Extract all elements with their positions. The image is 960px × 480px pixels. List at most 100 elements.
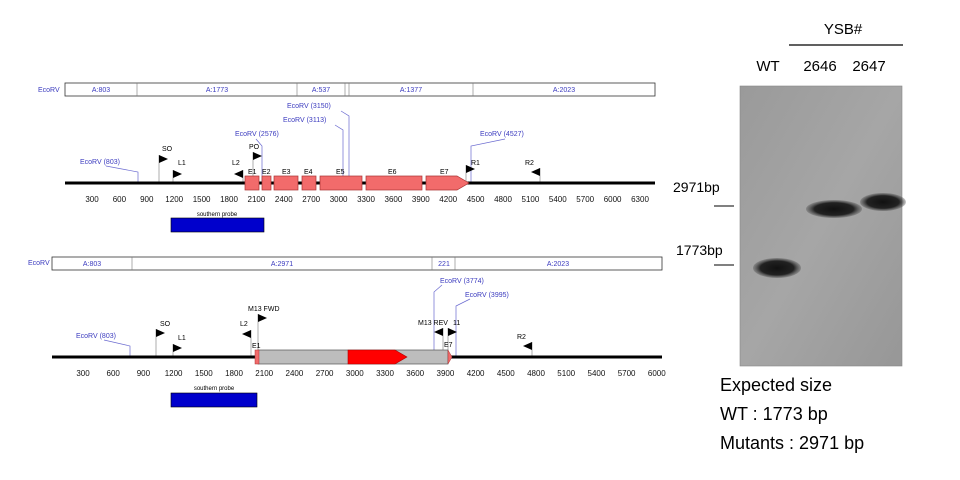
map1-site-label: EcoRV (3150) — [287, 103, 331, 110]
map2-site-label: EcoRV (3995) — [465, 292, 509, 299]
map2-site-label: EcoRV (803) — [76, 333, 116, 340]
map1-tick-label: 900 — [140, 195, 154, 204]
map1-tick-label: 3300 — [357, 195, 375, 204]
map2-tick-label: 4500 — [497, 369, 515, 378]
map1-fragment-bar — [64, 82, 656, 97]
map1-tick-label: 1500 — [193, 195, 211, 204]
map1-exon-box — [365, 175, 423, 191]
map2-probe-label: southern probe — [194, 386, 235, 392]
map2-exon-label: E7 — [444, 342, 453, 349]
map1-tick-label: 6300 — [631, 195, 649, 204]
map1-segment: A:1377 — [400, 87, 422, 94]
map2-tick-label: 3300 — [376, 369, 394, 378]
map1-segment: A:803 — [92, 87, 110, 94]
map2-primer-label: R2 — [517, 334, 526, 341]
map1-segment: A:2023 — [553, 87, 575, 94]
expected-mutant: Mutants : 2971 bp — [720, 433, 864, 453]
map1-site-label: EcoRV (2576) — [235, 131, 279, 138]
map2-tick-label: 5100 — [557, 369, 575, 378]
map1-tick-label: 3900 — [412, 195, 430, 204]
map2-primer-label: L1 — [178, 335, 186, 342]
map1-enzyme-label: EcoRV — [38, 87, 60, 94]
map2-tick-label: 6000 — [648, 369, 666, 378]
gel-lane-label: WT — [756, 58, 779, 75]
map2-primer-label: M13 REV — [418, 320, 448, 327]
map1-tick-label: 5400 — [549, 195, 567, 204]
map1-probe-label: southern probe — [197, 212, 238, 218]
map1-probe-bar — [170, 217, 265, 233]
map2-segment: A:803 — [83, 261, 101, 268]
map2-tick-label: 4800 — [527, 369, 545, 378]
map1-exon-box — [273, 175, 299, 191]
map1-segment: A:537 — [312, 87, 330, 94]
map2-segment: A:2023 — [547, 261, 569, 268]
map1-exon-label: E2 — [262, 169, 271, 176]
map1-tick-label: 5100 — [522, 195, 540, 204]
map2-tick-label: 600 — [107, 369, 121, 378]
map2-site-label: EcoRV (3774) — [440, 278, 484, 285]
map2-exon-arrow — [447, 349, 453, 365]
map2-segment: A:2971 — [271, 261, 293, 268]
map2-tick-label: 300 — [76, 369, 90, 378]
map1-primer-label: L2 — [232, 160, 240, 167]
map2-fragment-bar — [51, 256, 663, 271]
map1-site-label: EcoRV (4527) — [480, 131, 524, 138]
map1-tick-label: 2100 — [248, 195, 266, 204]
map1-exon-label: E6 — [388, 169, 397, 176]
expected-title: Expected size — [720, 375, 832, 395]
gel-band-2646 — [806, 200, 862, 218]
gel-size-marker: 1773bp — [676, 242, 723, 258]
map2-tick-label: 900 — [137, 369, 151, 378]
map1-tick-label: 3000 — [330, 195, 348, 204]
map2-tick-label: 1200 — [165, 369, 183, 378]
map1-tick-label: 2400 — [275, 195, 293, 204]
map1-tick-label: 3600 — [385, 195, 403, 204]
map2-tick-label: 5700 — [618, 369, 636, 378]
map1-tick-label: 1800 — [220, 195, 238, 204]
southern-blot-gel: YSB# WT 2646 2647 2971bp 1773bp — [673, 21, 906, 367]
map1-exon-box — [319, 175, 363, 191]
map2-tick-label: 2100 — [255, 369, 273, 378]
map1-exon-arrow — [425, 175, 470, 191]
map2-tick-label: 2700 — [316, 369, 334, 378]
map2-primer-label: SO — [160, 321, 171, 328]
map2-tick-label: 3000 — [346, 369, 364, 378]
gel-group-label: YSB# — [824, 21, 863, 38]
map2-primer-label: L2 — [240, 321, 248, 328]
map1-tick-label: 4500 — [467, 195, 485, 204]
expected-wt: WT : 1773 bp — [720, 404, 828, 424]
map2-tick-label: 5400 — [588, 369, 606, 378]
map1-exon-box — [244, 175, 260, 191]
gel-image — [739, 85, 903, 367]
map1-site-label: EcoRV (803) — [80, 159, 120, 166]
map1-tick-label: 1200 — [165, 195, 183, 204]
gel-band-2647 — [860, 193, 906, 211]
map2-exon-label: E1 — [252, 343, 261, 350]
map2-tick-label: 4200 — [467, 369, 485, 378]
map1-exon-label: E4 — [304, 169, 313, 176]
map2-primer-label: 11 — [453, 320, 460, 327]
gel-size-marker: 2971bp — [673, 179, 720, 195]
map1-tick-label: 6000 — [604, 195, 622, 204]
map2-segment: 221 — [438, 261, 450, 268]
map1-exon-label: E7 — [440, 169, 449, 176]
map1-exon-label: E5 — [336, 169, 345, 176]
map1-primer-label: SO — [162, 146, 173, 153]
map1-tick-label: 4200 — [439, 195, 457, 204]
gel-lane-label: 2646 — [803, 58, 836, 75]
map1-exon-label: E1 — [248, 169, 257, 176]
map2-marker-arrow — [347, 349, 408, 365]
map2-tick-label: 1800 — [225, 369, 243, 378]
map1-exon-label: E3 — [282, 169, 291, 176]
map1-primer-label: L1 — [178, 160, 186, 167]
expected-size-box: Expected size WT : 1773 bp Mutants : 297… — [720, 375, 864, 453]
map2-tick-label: 2400 — [286, 369, 304, 378]
map1-tick-label: 600 — [113, 195, 127, 204]
map2-enzyme-label: EcoRV — [28, 260, 50, 267]
map1-primer-label: R1 — [471, 160, 480, 167]
map1-tick-label: 300 — [85, 195, 99, 204]
gel-lane-label: 2647 — [852, 58, 885, 75]
map1-tick-label: 4800 — [494, 195, 512, 204]
mutant-locus-map: EcoRV A:803 A:2971 221 A:2023 EcoRV (803… — [28, 256, 666, 408]
map1-exon-box — [301, 175, 317, 191]
